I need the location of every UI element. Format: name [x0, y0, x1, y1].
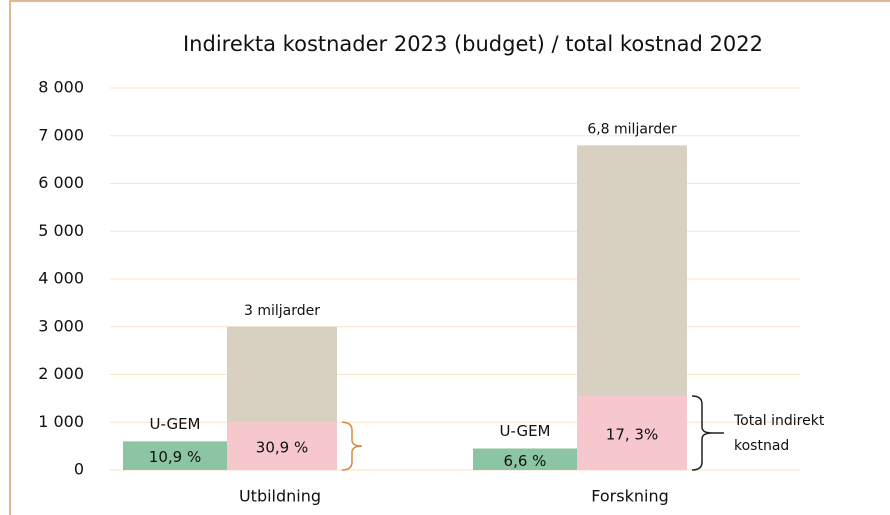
- bar-note: 17, 3%: [606, 425, 658, 443]
- y-tick-label: 8 000: [38, 78, 84, 97]
- bracket: [341, 421, 363, 471]
- bar-note: 10,9 %: [149, 448, 201, 466]
- bracket: [691, 395, 713, 471]
- y-tick-label: 4 000: [38, 269, 84, 288]
- y-tick-label: 0: [74, 460, 84, 479]
- chart-title: Indirekta kostnader 2023 (budget) / tota…: [183, 32, 763, 56]
- bar: [473, 448, 577, 470]
- y-tick-label: 6 000: [38, 173, 84, 192]
- bar: [123, 441, 227, 470]
- x-tick-label: Forskning: [591, 487, 668, 506]
- y-tick-label: 5 000: [38, 221, 84, 240]
- total-note: 6,8 miljarder: [587, 121, 677, 137]
- bar: [227, 326, 337, 423]
- bracket-label-line: kostnad: [734, 438, 789, 454]
- total-note: 3 miljarder: [244, 303, 320, 319]
- bar-note: 6,6 %: [504, 452, 547, 470]
- y-tick-label: 3 000: [38, 316, 84, 335]
- bar-note: 30,9 %: [256, 439, 308, 457]
- bar: [577, 145, 687, 396]
- bracket-label: Total indirekt kostnad: [733, 413, 825, 454]
- bar: [577, 395, 687, 470]
- bracket-label-line: Total indirekt: [733, 413, 825, 429]
- frame: [9, 0, 890, 515]
- y-tick-label: 7 000: [38, 125, 84, 144]
- y-tick-label: 2 000: [38, 364, 84, 383]
- bar: [227, 422, 337, 470]
- series-label: U-GEM: [150, 415, 201, 433]
- y-tick-label: 1 000: [38, 412, 84, 431]
- series-label: U-GEM: [500, 422, 551, 440]
- x-tick-label: Utbildning: [239, 487, 321, 506]
